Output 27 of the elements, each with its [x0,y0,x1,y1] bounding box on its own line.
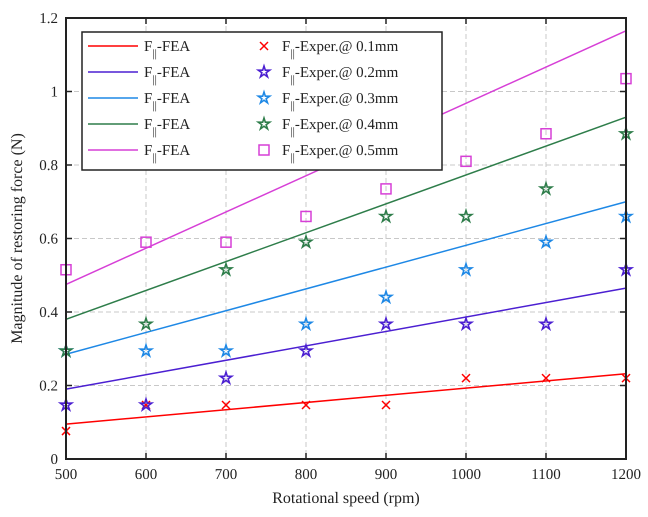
x-tick-label: 900 [374,467,398,483]
x-tick-label: 1100 [531,467,561,483]
y-tick-label: 0.2 [39,378,58,394]
legend-label: F$_{||}$-Exper.@ 0.2mm [282,65,399,86]
x-axis-title: Rotational speed (rpm) [272,490,420,507]
y-tick-label: 0.6 [39,232,58,248]
x-tick-label: 1200 [611,467,641,483]
legend-label: F$_{||}$-Exper.@ 0.1mm [282,39,399,60]
legend-label: F$_{||}$-Exper.@ 0.5mm [282,143,399,164]
x-tick-label: 600 [134,467,158,483]
legend-label: F$_{||}$-FEA [144,143,190,164]
legend-label: F$_{||}$-FEA [144,65,190,86]
legend-label: F$_{||}$-FEA [144,39,190,60]
legend-label: F$_{||}$-FEA [144,91,190,112]
legend-label: F$_{||}$-FEA [144,117,190,138]
y-tick-label: 0.4 [39,305,58,321]
y-tick-label: 0.8 [39,158,58,174]
x-tick-label: 1000 [451,467,481,483]
x-tick-label: 800 [294,467,318,483]
legend-label: F$_{||}$-Exper.@ 0.4mm [282,117,399,138]
y-tick-label: 1 [50,84,58,100]
x-tick-label: 700 [214,467,238,483]
y-tick-label: 0 [50,452,58,468]
y-axis-title: Magnitude of restoring force (N) [9,133,26,344]
legend-label: F$_{||}$-Exper.@ 0.3mm [282,91,399,112]
y-tick-label: 1.2 [39,11,58,27]
x-tick-label: 500 [54,467,78,483]
